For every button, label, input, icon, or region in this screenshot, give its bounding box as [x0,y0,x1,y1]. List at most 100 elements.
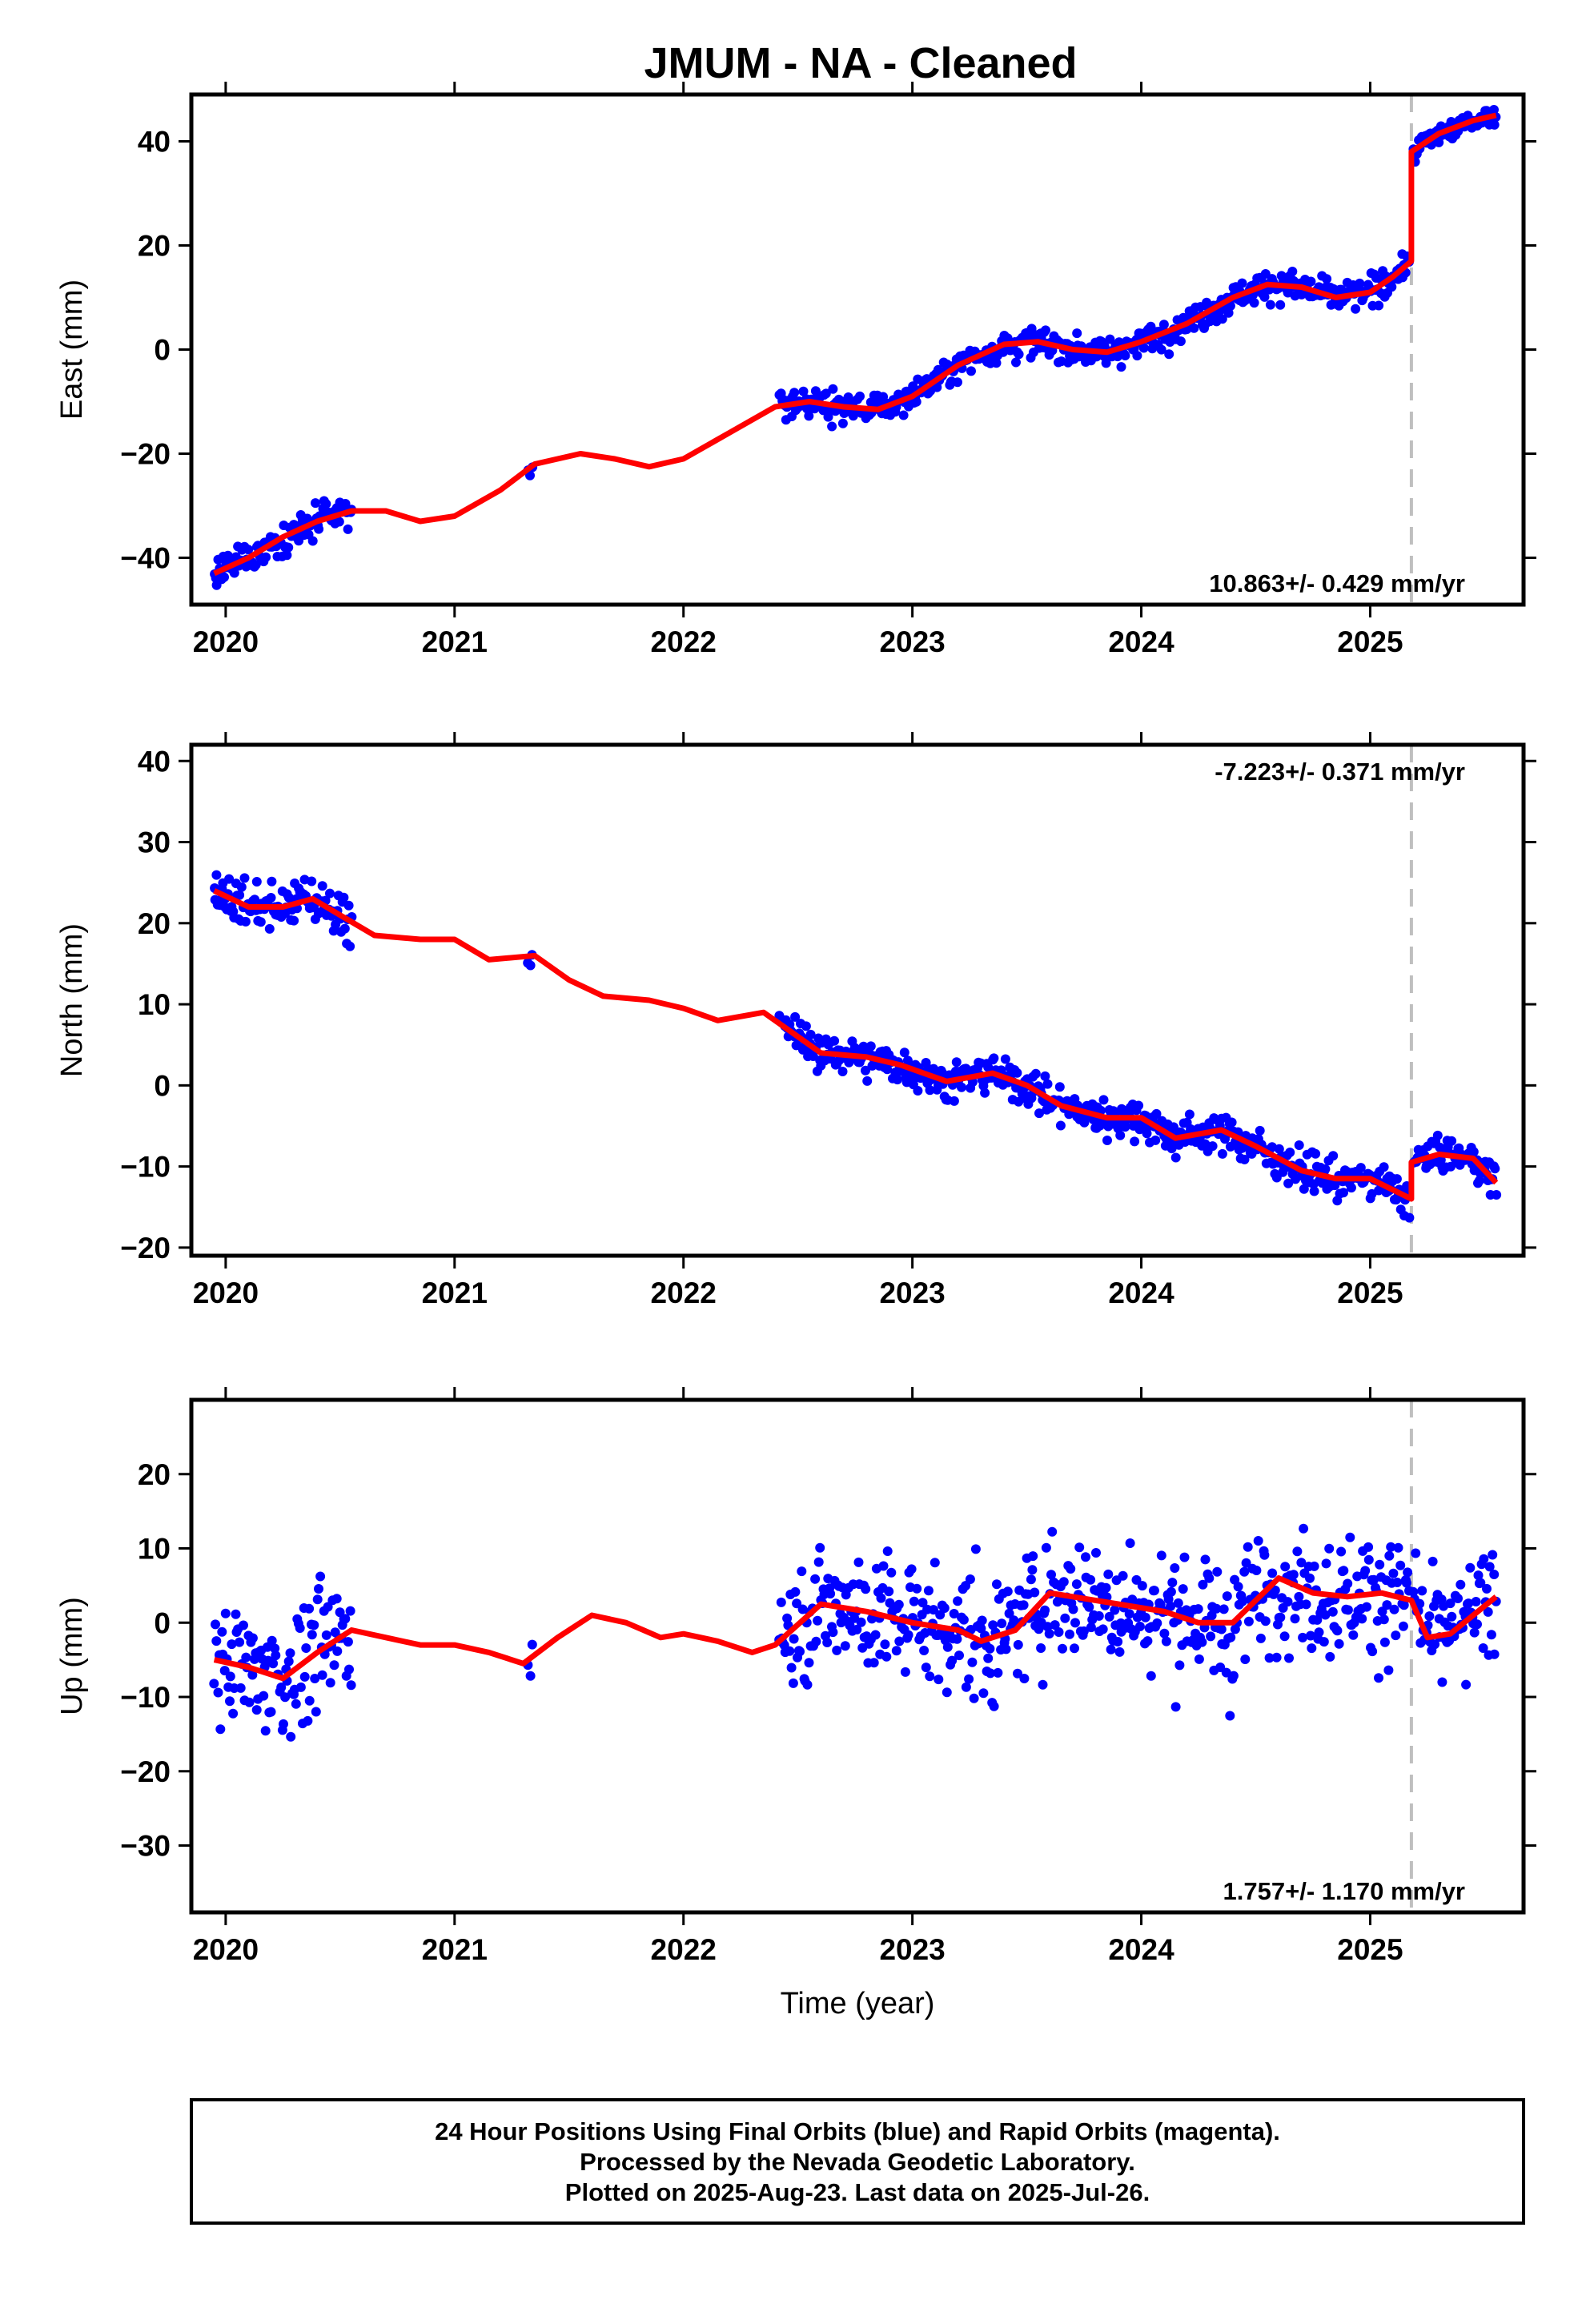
up-point [1179,1552,1190,1562]
north-point [250,895,260,905]
north-point [266,893,276,903]
up-point [1343,1578,1353,1589]
up-point [1013,1639,1023,1650]
up-point [1437,1677,1447,1687]
up-point [776,1597,786,1607]
north-point [325,888,335,899]
up-point [894,1636,905,1647]
east-point [789,388,800,398]
north-point [1320,1164,1331,1174]
up-point [304,1603,315,1614]
up-point [1379,1637,1390,1647]
north-point [1328,1151,1339,1161]
north-point [1055,1120,1066,1131]
north-point [892,1075,902,1085]
east-point [1116,362,1126,372]
east-point [1002,333,1013,344]
east-point [1101,358,1111,368]
up-point [235,1683,246,1693]
up-point [1306,1630,1315,1641]
east-point [314,524,324,534]
up-point [1401,1578,1411,1588]
east-point [821,388,831,399]
up-point [1398,1621,1408,1631]
east-point [1489,119,1500,130]
north-point [1207,1141,1218,1152]
up-point [1392,1578,1403,1587]
up-point [1482,1583,1492,1594]
north-point [1030,1068,1041,1079]
north-point [925,1085,935,1096]
north-xtick-label: 2025 [1337,1277,1403,1309]
up-point [811,1636,821,1647]
panel-east: 2020 2021 2022 2023 2024 2025 −40 −20 0 20 40 East … [55,82,1536,658]
up-point [1044,1629,1054,1638]
up-point [1026,1574,1036,1585]
up-point [822,1638,833,1647]
north-point [1346,1183,1356,1193]
north-point [1474,1176,1484,1186]
up-point [797,1566,807,1577]
up-point [788,1678,798,1688]
up-point [525,1671,536,1681]
north-point [1255,1125,1265,1136]
up-point [1058,1643,1067,1654]
up-point [790,1586,801,1597]
up-point [276,1683,287,1692]
east-xtick-label: 2021 [422,625,488,658]
up-point [1391,1630,1401,1641]
up-point [1142,1636,1153,1647]
up-point [1478,1643,1488,1653]
up-ytick-label: 10 [138,1533,171,1566]
up-point [1255,1633,1266,1643]
up-point [1167,1578,1178,1588]
up-point [1270,1585,1280,1595]
north-point [913,1086,923,1096]
north-point [980,1088,990,1098]
north-point [1014,1096,1024,1107]
up-point [1226,1632,1236,1642]
up-point [880,1639,890,1650]
up-point [1233,1582,1243,1592]
up-point [952,1634,962,1644]
north-ytick-label: −20 [120,1232,171,1265]
up-point [1484,1562,1495,1572]
up-point [1314,1627,1324,1638]
up-point [299,1671,310,1682]
north-point [1299,1184,1309,1194]
north-xtick-label: 2024 [1108,1277,1174,1309]
up-point [1447,1611,1457,1622]
up-point [1103,1569,1114,1579]
up-point [315,1571,326,1582]
north-point [255,917,266,927]
up-point [1241,1558,1251,1568]
up-point [1004,1608,1014,1618]
north-point [289,915,299,926]
north-ytick-label: 0 [154,1069,171,1102]
north-point [989,1053,999,1063]
up-point [1479,1554,1489,1564]
up-point [1066,1564,1076,1574]
east-point [1374,300,1384,311]
up-point [1149,1586,1159,1596]
up-point [1198,1579,1208,1590]
east-point [1237,278,1247,288]
up-point [947,1655,958,1666]
up-point [1027,1565,1038,1575]
up-point [1461,1679,1472,1690]
east-point [261,552,271,562]
east-point [1105,334,1115,344]
up-point [1259,1550,1270,1560]
up-point [1363,1542,1374,1552]
up-point [804,1658,814,1668]
up-points [209,1523,1501,1742]
up-point [1305,1573,1315,1583]
up-point [1294,1591,1304,1602]
up-point [1018,1600,1029,1610]
up-point [301,1643,311,1653]
up-point [247,1670,258,1680]
up-point [1296,1558,1307,1568]
up-point [853,1557,864,1567]
east-point [1275,300,1286,310]
